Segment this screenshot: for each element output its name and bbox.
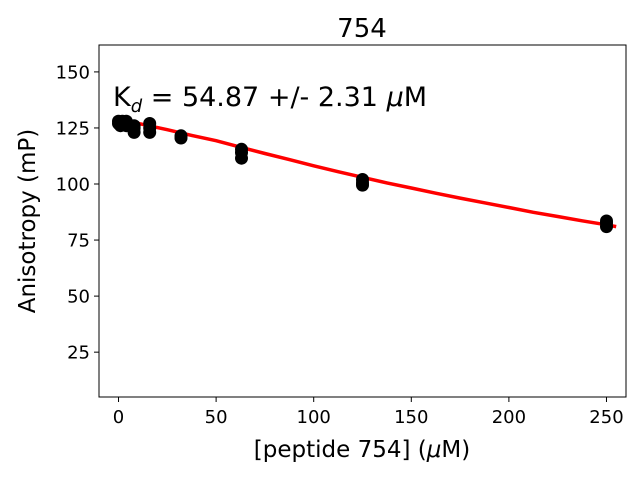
x-tick-label: 100 [297,407,331,428]
x-tick-label: 150 [394,407,428,428]
kd-mid: = 54.87 +/- 2.31 [142,82,386,113]
kd-annotation: Kd = 54.87 +/- 2.31 μM [113,82,427,117]
kd-unit: M [404,82,427,113]
x-axis-label-mu: μ [426,437,442,463]
x-axis-label: [peptide 754] (μM) [254,437,470,463]
y-axis-label: Anisotropy (mP) [15,129,41,314]
y-tick-label: 125 [56,118,90,139]
x-tick-label: 0 [113,407,124,428]
data-point [174,129,188,143]
x-axis-label-post: M) [441,437,470,463]
data-point [356,173,369,186]
kd-k: K [113,82,132,113]
y-tick-label: 150 [56,62,90,83]
data-point [600,214,613,228]
x-tick-label: 50 [205,407,228,428]
y-tick-label: 75 [67,231,90,252]
x-tick-label: 200 [492,407,526,428]
data-point [235,142,248,156]
x-tick-label: 250 [589,407,623,428]
ticks-layer: 0 50 100 150 200 250 25 50 75 100 125 150 [56,62,624,428]
chart-title: 754 [337,14,387,44]
kd-mu: μ [386,82,404,113]
y-tick-label: 100 [56,175,90,196]
plot-frame [98,44,627,398]
kd-sub: d [131,96,143,117]
data-point [143,117,157,130]
plot-layer [98,44,627,398]
y-tick-label: 25 [67,343,90,364]
x-axis-label-pre: [peptide 754] ( [254,437,427,463]
fit-curve [118,117,617,229]
data-point [127,119,141,133]
y-tick-label: 50 [67,287,90,308]
